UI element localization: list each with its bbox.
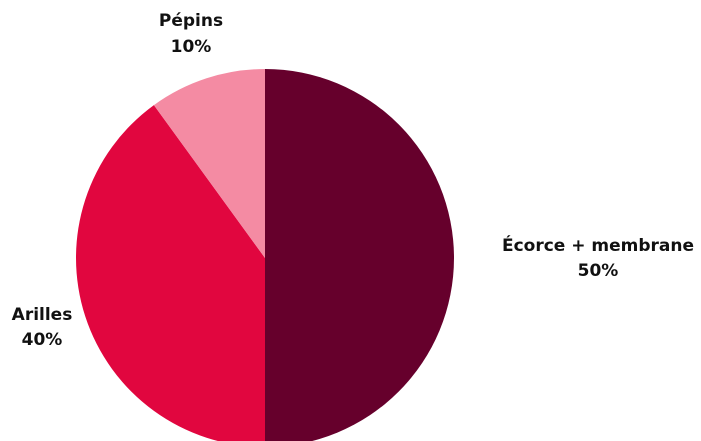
slice-label-2: Pépins [159, 11, 223, 31]
pie-slice-0 [265, 69, 454, 441]
slice-value-label-1: 40% [22, 330, 63, 350]
pie-slice-1 [76, 105, 265, 441]
slice-label-0: Écorce + membrane [502, 234, 694, 256]
slices-layer [76, 69, 454, 441]
labels-layer: Écorce + membrane 50% Arilles 40% Pépins 10% [12, 11, 694, 350]
slice-label-1: Arilles [12, 305, 73, 325]
pie-slice-2 [153, 69, 265, 258]
slice-value-label-0: 50% [578, 261, 619, 281]
slice-value-label-2: 10% [171, 37, 212, 57]
